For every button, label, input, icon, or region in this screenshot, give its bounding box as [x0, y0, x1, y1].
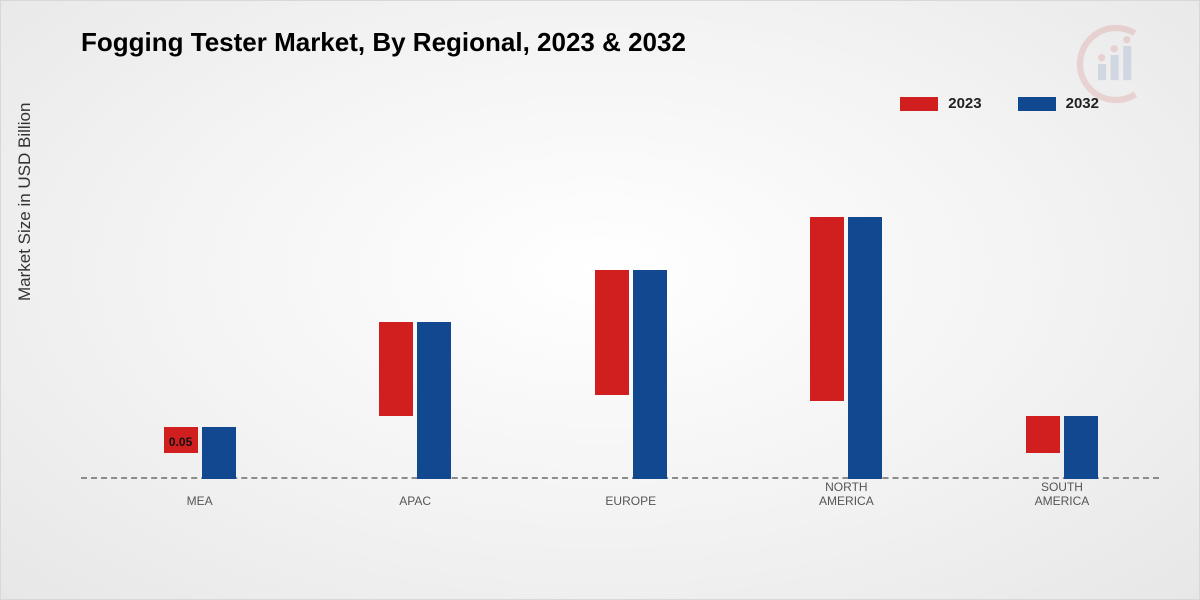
bar-group [595, 270, 667, 479]
x-tick-label: MEA [187, 495, 213, 509]
plot-area: MEA 0.05 APAC EUROPE NORTH AMERICA SOUTH AMER… [81, 141, 1159, 519]
legend-item-2023: 2023 [900, 95, 981, 112]
bar [633, 270, 667, 479]
x-tick-label: APAC [399, 495, 431, 509]
x-tick-label: SOUTH AMERICA [1035, 481, 1090, 509]
bar [379, 322, 413, 416]
bar [417, 322, 451, 479]
x-tick-label: NORTH AMERICA [819, 481, 874, 509]
bar [810, 217, 844, 400]
bar [1026, 416, 1060, 453]
bar [202, 427, 236, 479]
legend-label: 2023 [948, 95, 981, 112]
bar-value-label: 0.05 [169, 435, 192, 449]
bar [848, 217, 882, 479]
legend: 2023 2032 [900, 95, 1099, 112]
legend-label: 2032 [1066, 95, 1099, 112]
legend-item-2032: 2032 [1018, 95, 1099, 112]
bar-group [1026, 416, 1098, 479]
bar-group [379, 322, 451, 479]
x-tick-label: EUROPE [605, 495, 656, 509]
bar [595, 270, 629, 396]
bar-group [810, 217, 882, 479]
chart-canvas: Fogging Tester Market, By Regional, 2023… [0, 0, 1200, 600]
chart-title: Fogging Tester Market, By Regional, 2023… [81, 27, 686, 58]
legend-swatch [900, 97, 938, 111]
bar [1064, 416, 1098, 479]
legend-swatch [1018, 97, 1056, 111]
y-axis-label: Market Size in USD Billion [15, 103, 35, 301]
